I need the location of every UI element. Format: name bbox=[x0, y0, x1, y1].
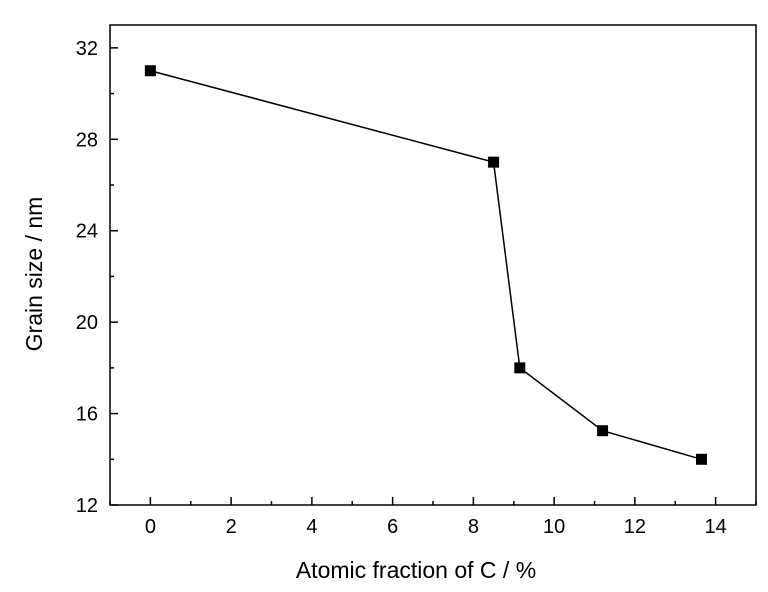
y-tick-label: 12 bbox=[76, 495, 98, 517]
x-tick-label: 8 bbox=[468, 516, 479, 538]
y-tick-label: 28 bbox=[76, 129, 98, 151]
data-point-marker bbox=[144, 65, 156, 77]
x-axis: 0 2 4 6 8 10 12 14 bbox=[109, 497, 757, 538]
plot-frame bbox=[109, 24, 757, 506]
y-tick-label: 32 bbox=[76, 38, 98, 60]
y-axis-title: Grain size / nm bbox=[21, 197, 47, 352]
y-tick-label: 20 bbox=[76, 312, 98, 334]
data-point-marker bbox=[597, 425, 609, 437]
data-point-marker bbox=[514, 362, 526, 374]
y-tick-label: 16 bbox=[76, 404, 98, 426]
data-point-marker bbox=[488, 156, 500, 168]
x-tick-label: 0 bbox=[145, 516, 156, 538]
x-axis-title: Atomic fraction of C / % bbox=[296, 557, 536, 583]
x-tick-label: 12 bbox=[624, 516, 646, 538]
x-tick-label: 4 bbox=[306, 516, 317, 538]
y-tick-label: 24 bbox=[76, 221, 98, 243]
series-line bbox=[150, 69, 702, 461]
x-tick-label: 14 bbox=[705, 516, 727, 538]
x-tick-label: 6 bbox=[387, 516, 398, 538]
y-axis: 12 16 20 24 28 32 bbox=[76, 38, 118, 517]
x-tick-label: 10 bbox=[543, 516, 565, 538]
x-tick-label: 2 bbox=[226, 516, 237, 538]
series-layer bbox=[144, 65, 707, 465]
data-point-marker bbox=[695, 453, 707, 465]
